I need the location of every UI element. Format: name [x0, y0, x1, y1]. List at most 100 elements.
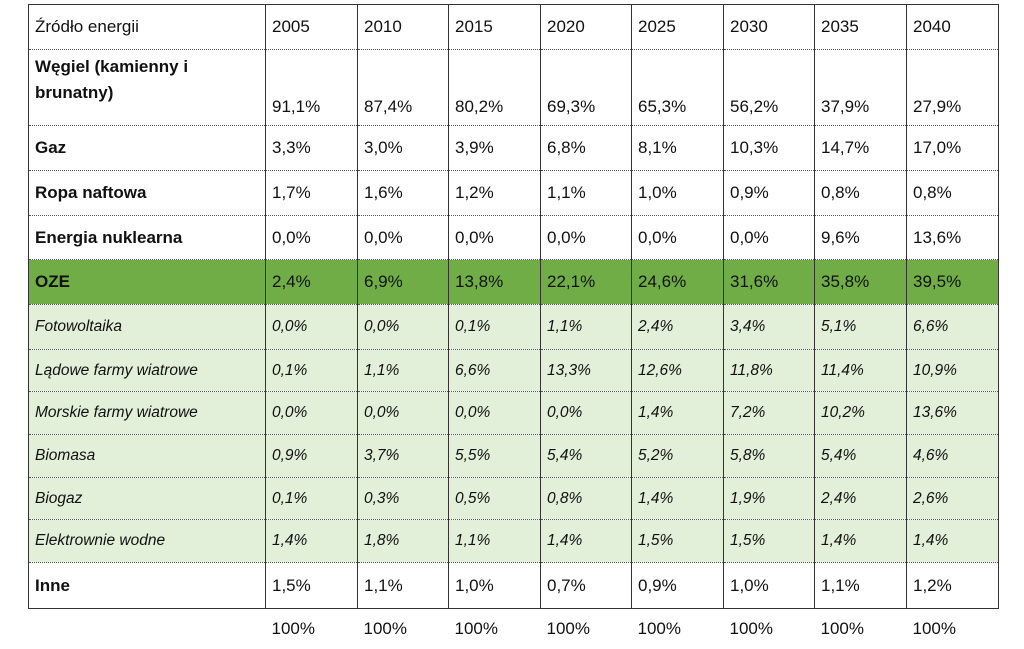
cell-2030: 0,9% [723, 170, 815, 216]
cell-2010: 6,9% [357, 259, 449, 305]
cell-2005: 0,1% [265, 349, 358, 392]
cell-2010: 1,1% [357, 562, 449, 609]
cell-2025: 0,0% [631, 215, 724, 260]
row-label: Lądowe farmy wiatrowe [28, 349, 266, 392]
cell-2030: 11,8% [723, 349, 815, 392]
cell-2025: 0,9% [631, 562, 724, 609]
cell-2010: 3,7% [357, 434, 449, 478]
cell-2010: 0,0% [357, 391, 449, 435]
table-row-elektrownie-wodne: Elektrownie wodne 1,4% 1,8% 1,1% 1,4% 1,5% 1,5… [28, 519, 999, 563]
cell-2010: 0,0% [357, 215, 449, 260]
cell-2010: 1,6% [357, 170, 449, 216]
table-row-inne: Inne 1,5% 1,1% 1,0% 0,7% 0,9% 1,0% 1,1% 1,2% [28, 562, 999, 609]
totals-blank [29, 609, 266, 649]
cell-2020: 69,3% [540, 49, 632, 126]
cell-2020: 6,8% [540, 125, 632, 171]
cell-2005: 2,4% [265, 259, 358, 305]
cell-2005: 0,0% [265, 304, 358, 350]
cell-2005: 0,0% [265, 391, 358, 435]
cell-2020: 0,0% [540, 391, 632, 435]
cell-2025: 24,6% [631, 259, 724, 305]
total-2010: 100% [363, 618, 407, 638]
cell-2030: 1,5% [723, 519, 815, 563]
cell-2015: 1,0% [448, 562, 541, 609]
cell-2040: 17,0% [906, 125, 999, 171]
cell-2030: 1,0% [723, 562, 815, 609]
header-year-2010: 2010 [357, 4, 449, 50]
cell-2035: 10,2% [814, 391, 907, 435]
cell-2010: 0,3% [357, 477, 449, 520]
cell-2035: 14,7% [814, 125, 907, 171]
cell-2030: 5,8% [723, 434, 815, 478]
cell-2035: 5,4% [814, 434, 907, 478]
row-label: Morskie farmy wiatrowe [28, 391, 266, 435]
cell-2020: 0,0% [540, 215, 632, 260]
header-year-2015: 2015 [448, 4, 541, 50]
header-year-2020: 2020 [540, 4, 632, 50]
cell-2020: 1,1% [540, 304, 632, 350]
table-row-oze: OZE 2,4% 6,9% 13,8% 22,1% 24,6% 31,6% 35,8% 39,5… [28, 259, 999, 305]
row-label: Energia nuklearna [28, 215, 266, 260]
cell-2030: 10,3% [723, 125, 815, 171]
cell-2040: 13,6% [906, 391, 999, 435]
cell-2015: 6,6% [448, 349, 541, 392]
cell-2035: 1,1% [814, 562, 907, 609]
cell-2035: 5,1% [814, 304, 907, 350]
totals-row: 100% 100% 100% 100% 100% 100% 100% 100% [29, 609, 999, 649]
cell-2035: 0,8% [814, 170, 907, 216]
cell-2040: 4,6% [906, 434, 999, 478]
cell-2035: 37,9% [814, 49, 907, 126]
cell-2010: 1,8% [357, 519, 449, 563]
total-2025: 100% [637, 618, 681, 638]
cell-2025: 5,2% [631, 434, 724, 478]
table-row-wegiel-kamienny-i-brunatny: Węgiel (kamienny i brunatny) 91,1% 87,4% 80… [28, 49, 999, 126]
cell-2040: 39,5% [906, 259, 999, 305]
cell-2040: 6,6% [906, 304, 999, 350]
row-label: OZE [28, 259, 266, 305]
cell-2040: 2,6% [906, 477, 999, 520]
cell-2015: 1,2% [448, 170, 541, 216]
cell-2030: 7,2% [723, 391, 815, 435]
cell-2020: 0,8% [540, 477, 632, 520]
cell-2015: 1,1% [448, 519, 541, 563]
table-row-ropa-naftowa: Ropa naftowa 1,7% 1,6% 1,2% 1,1% 1,0% 0,9% 0,8%… [28, 170, 999, 216]
row-label: Inne [28, 562, 266, 609]
cell-2015: 0,0% [448, 215, 541, 260]
row-label: Ropa naftowa [28, 170, 266, 216]
cell-2005: 1,5% [265, 562, 358, 609]
row-label: Elektrownie wodne [28, 519, 266, 563]
table-row-gaz: Gaz 3,3% 3,0% 3,9% 6,8% 8,1% 10,3% 14,7% 17,0% [28, 125, 999, 171]
cell-2030: 3,4% [723, 304, 815, 350]
cell-2015: 0,1% [448, 304, 541, 350]
cell-2030: 1,9% [723, 477, 815, 520]
cell-2020: 1,1% [540, 170, 632, 216]
cell-2005: 91,1% [265, 49, 358, 126]
cell-2015: 80,2% [448, 49, 541, 126]
cell-2010: 0,0% [357, 304, 449, 350]
cell-2010: 1,1% [357, 349, 449, 392]
cell-2005: 0,9% [265, 434, 358, 478]
cell-2020: 1,4% [540, 519, 632, 563]
row-label: Biomasa [28, 434, 266, 478]
cell-2025: 1,4% [631, 391, 724, 435]
total-2030: 100% [729, 618, 773, 638]
cell-2005: 1,7% [265, 170, 358, 216]
cell-2020: 13,3% [540, 349, 632, 392]
cell-2025: 8,1% [631, 125, 724, 171]
cell-2040: 13,6% [906, 215, 999, 260]
table-row-energia-nuklearna: Energia nuklearna 0,0% 0,0% 0,0% 0,0% 0,0% 0,0… [28, 215, 999, 260]
cell-2035: 1,4% [814, 519, 907, 563]
cell-2035: 11,4% [814, 349, 907, 392]
cell-2015: 0,0% [448, 391, 541, 435]
cell-2040: 0,8% [906, 170, 999, 216]
cell-2015: 0,5% [448, 477, 541, 520]
cell-2030: 56,2% [723, 49, 815, 126]
cell-2015: 13,8% [448, 259, 541, 305]
cell-2015: 3,9% [448, 125, 541, 171]
table-row-morskie-farmy-wiatrowe: Morskie farmy wiatrowe 0,0% 0,0% 0,0% 0,0% 1,… [28, 391, 999, 435]
header-year-2025: 2025 [631, 4, 724, 50]
table-header-row: Źródło energii 2005 2010 2015 2020 2025 2030 20… [28, 4, 999, 50]
cell-2005: 1,4% [265, 519, 358, 563]
cell-2025: 1,0% [631, 170, 724, 216]
cell-2030: 0,0% [723, 215, 815, 260]
